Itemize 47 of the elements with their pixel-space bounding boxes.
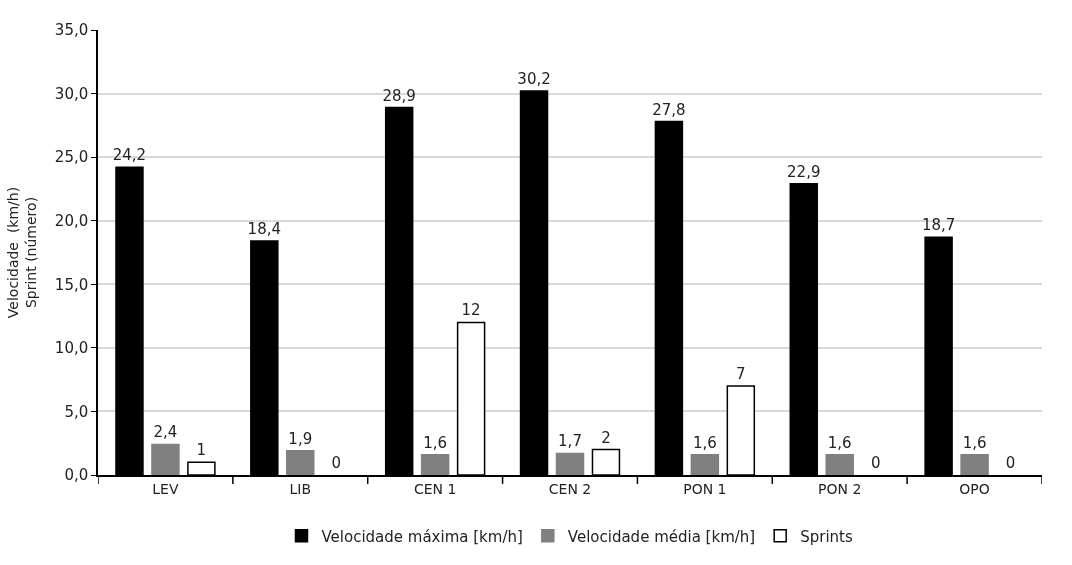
data-label: 22,9 [787,162,821,181]
bar [286,450,315,475]
bar [825,453,854,475]
data-label: 1,7 [558,432,582,451]
data-label: 24,2 [112,146,147,165]
legend-label: Velocidade máxima [km/h] [321,527,523,546]
data-label: 7 [736,365,746,383]
legend-label: Velocidade média [km/h] [567,527,756,546]
data-label: 12 [461,301,481,320]
data-label: 1,6 [692,433,717,452]
y-tick-label: 15,0 [54,275,89,294]
data-label: 2,4 [153,423,178,442]
data-label: 1 [196,441,207,460]
data-label: 1,6 [423,433,448,452]
bar [555,452,585,475]
x-tick-label: OPO [959,480,990,497]
y-tick-label: 20,0 [54,211,89,230]
y-tick-label: 5,0 [64,402,89,421]
data-label: 30,2 [517,70,551,89]
bar [690,453,720,475]
data-label: 0 [870,454,881,472]
x-tick-label: CEN 2 [548,480,592,497]
data-label: 1,6 [827,433,852,452]
bar [960,453,989,475]
x-tick-label: LEV [152,480,179,497]
data-label: 2 [601,428,611,447]
x-tick-label: PON 2 [818,480,862,497]
y-tick-label: 10,0 [54,339,89,358]
x-tick-label: CEN 1 [413,480,457,497]
y-tick-label: 30,0 [54,84,89,103]
y-tick-label: 35,0 [54,21,89,40]
x-tick-label: PON 1 [683,480,727,497]
data-label: 1,9 [288,429,313,448]
y-tick-label: 25,0 [54,148,89,167]
data-label: 18,4 [247,220,282,239]
bar [420,453,450,475]
data-label: 27,8 [652,100,686,119]
data-label: 18,7 [921,216,956,235]
data-label: 0 [1005,454,1016,472]
data-label: 1,6 [962,433,987,452]
data-label: 0 [331,454,342,472]
y-tick-label: 0,0 [64,466,89,485]
data-label: 28,9 [382,86,416,105]
bar [151,443,180,475]
x-tick-label: LIB [289,480,312,497]
legend-label: Sprints [800,527,853,546]
y-axis-title: Velocidade (km/h) Sprint (número) [4,186,39,319]
